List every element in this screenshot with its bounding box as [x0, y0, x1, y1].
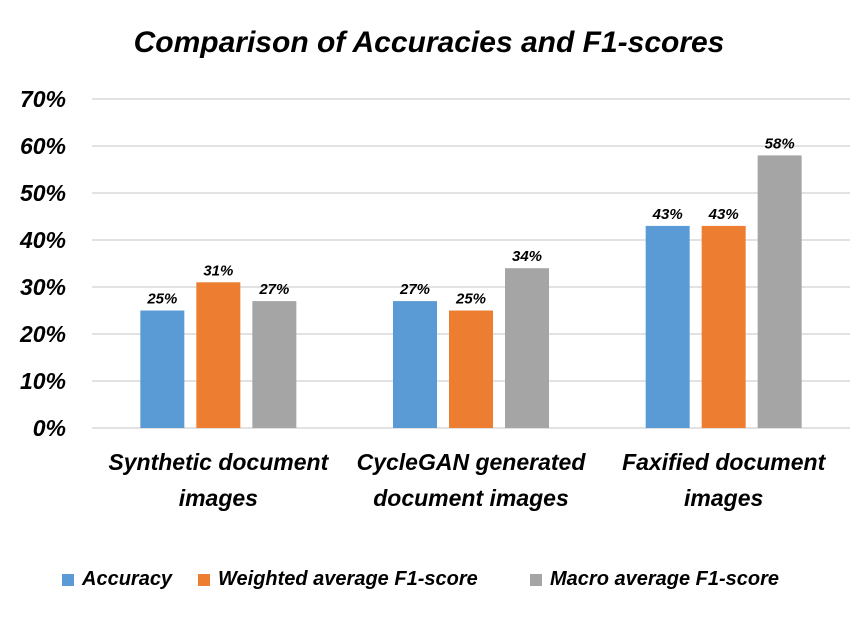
data-label: 58% — [765, 135, 795, 152]
legend: Accuracy Weighted average F1-score Macro a… — [62, 568, 779, 590]
bar — [393, 301, 437, 428]
legend-swatch — [62, 574, 74, 586]
bar — [645, 225, 690, 428]
legend-label: Weighted average F1-score — [218, 568, 478, 590]
y-tick-label: 70% — [20, 86, 66, 112]
data-label: 27% — [399, 281, 430, 298]
y-tick-label: 60% — [20, 133, 66, 159]
y-tick-label: 20% — [19, 321, 66, 347]
bars — [140, 155, 802, 428]
data-label: 25% — [146, 291, 177, 308]
bar — [140, 310, 185, 428]
y-tick-label: 30% — [20, 274, 66, 300]
x-category-label: CycleGAN generated document images — [357, 449, 587, 511]
chart-title: Comparison of Accuracies and F1-scores — [134, 26, 725, 59]
bar — [757, 155, 802, 428]
bar — [252, 301, 297, 428]
data-label: 43% — [652, 206, 683, 223]
y-tick-label: 40% — [19, 227, 66, 253]
legend-item: Macro average F1-score — [530, 568, 779, 590]
data-label: 25% — [455, 291, 486, 308]
y-tick-label: 10% — [20, 368, 66, 394]
legend-item: Weighted average F1-score — [198, 568, 478, 590]
bar — [505, 268, 549, 428]
y-tick-label: 0% — [33, 415, 66, 441]
y-axis-tick-labels: 0% 10% 20% 30% 40% 50% 60% 70% — [19, 86, 66, 441]
data-label: 34% — [512, 248, 542, 265]
x-category-label: Synthetic document images — [108, 449, 329, 511]
y-tick-label: 50% — [20, 180, 66, 206]
data-label: 27% — [258, 281, 289, 298]
legend-swatch — [530, 574, 542, 586]
x-axis-category-labels: Synthetic document images CycleGAN generat… — [108, 449, 826, 511]
data-labels: 25% 31% 27% 27% 25% 34% 43% 43% 58% — [146, 135, 794, 307]
legend-swatch — [198, 574, 210, 586]
x-category-label: Faxified document images — [622, 449, 827, 511]
legend-label: Macro average F1-score — [550, 568, 779, 590]
data-label: 31% — [203, 262, 233, 279]
bar — [196, 282, 241, 428]
legend-label: Accuracy — [81, 568, 173, 590]
bar — [449, 310, 493, 428]
bar — [701, 225, 746, 428]
data-label: 43% — [708, 206, 739, 223]
legend-item: Accuracy — [62, 568, 173, 590]
